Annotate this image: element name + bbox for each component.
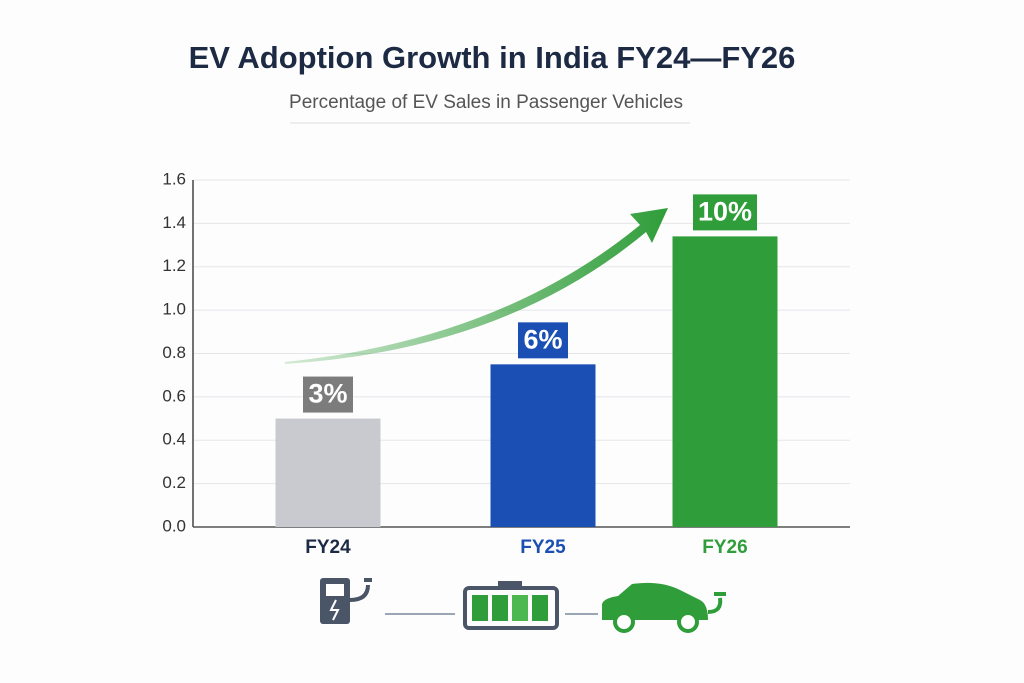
y-tick-label: 1.4 xyxy=(162,213,186,232)
annotation-box xyxy=(693,194,757,231)
annotation-box xyxy=(518,322,568,359)
battery-cap xyxy=(498,581,522,588)
annotation: 10% xyxy=(698,197,752,227)
chart-title: EV Adoption Growth in India FY24—FY26 xyxy=(189,40,796,75)
wheel xyxy=(677,611,699,633)
battery-cell xyxy=(512,595,528,621)
bar xyxy=(490,364,596,527)
plot-area: 0.0 0.2 0.4 0.6 0.8 1.0 1.2 1.4 1.6 FY24 3% FY25 6% F… xyxy=(162,169,850,558)
battery-cell xyxy=(472,595,488,621)
icons xyxy=(320,578,726,633)
x-tick-label: FY26 xyxy=(702,537,747,558)
annotation: 6% xyxy=(523,324,562,354)
y-tick-label: 1.2 xyxy=(162,256,186,275)
y-tick-label: 0.6 xyxy=(162,386,186,405)
annotation-box xyxy=(303,376,353,413)
y-tick-label: 1.0 xyxy=(162,300,186,319)
car-plug xyxy=(707,592,726,614)
y-tick-label: 0.4 xyxy=(162,430,186,449)
pump-hose xyxy=(349,578,372,602)
wheel xyxy=(613,611,635,633)
x-tick-label: FY25 xyxy=(520,537,566,558)
battery-cell xyxy=(532,595,548,621)
y-tick-label: 0.2 xyxy=(162,473,186,492)
bar xyxy=(672,236,778,527)
y-tick-label: 1.6 xyxy=(162,169,186,188)
annotation: 3% xyxy=(308,379,347,409)
bar xyxy=(275,418,381,527)
y-tick-label: 0.8 xyxy=(162,343,186,362)
pump-window xyxy=(326,584,344,596)
battery-cell xyxy=(492,595,508,621)
chart-subtitle: Percentage of EV Sales in Passenger Vehi… xyxy=(289,92,683,113)
y-tick-label: 0.0 xyxy=(162,516,186,535)
car-icon xyxy=(602,582,708,620)
x-tick-label: FY24 xyxy=(305,537,351,558)
bolt xyxy=(329,599,340,621)
